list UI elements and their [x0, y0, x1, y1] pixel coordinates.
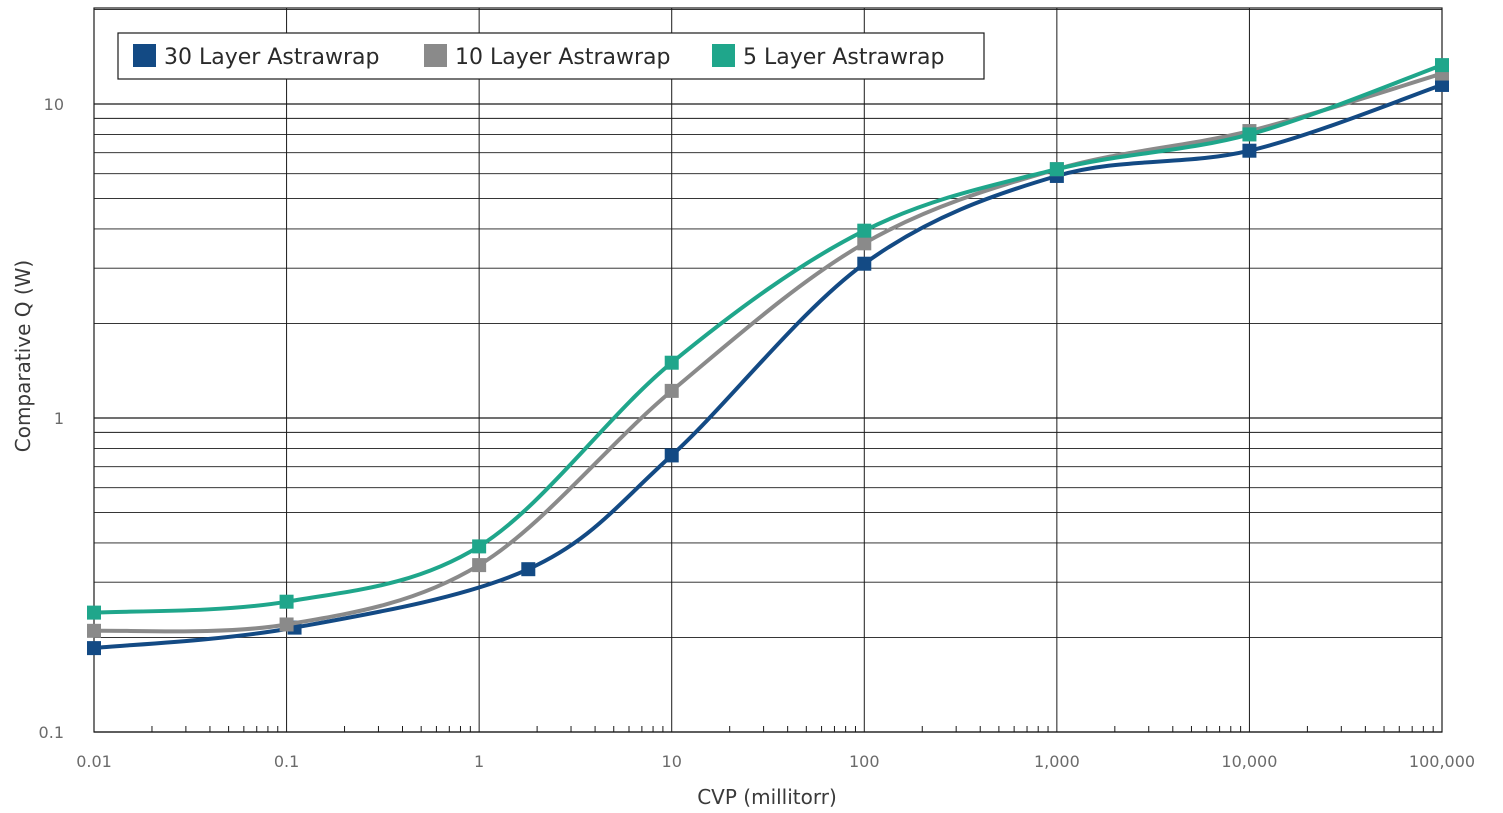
x-tick-label: 100,000: [1409, 752, 1475, 771]
data-point: [664, 448, 679, 463]
series-line: [92, 63, 1444, 615]
legend: 30 Layer Astrawrap 10 Layer Astrawrap 5 …: [117, 32, 985, 80]
data-point: [857, 236, 872, 251]
data-point: [857, 223, 872, 238]
legend-swatch-30-layer: [133, 44, 156, 67]
data-point: [87, 623, 101, 638]
data-point: [1242, 127, 1257, 142]
legend-swatch-5-layer: [712, 44, 735, 67]
y-tick-label: 1: [54, 409, 64, 428]
data-point: [87, 605, 101, 620]
x-axis-title: CVP (millitorr): [697, 785, 837, 809]
legend-label-30-layer: 30 Layer Astrawrap: [164, 45, 379, 70]
x-tick-label: 100: [849, 752, 880, 771]
y-tick-label: 0.1: [39, 723, 64, 742]
data-point: [1435, 77, 1449, 92]
data-point: [857, 256, 872, 271]
series-line: [92, 71, 1444, 634]
series-2: [87, 58, 1449, 620]
x-tick-label: 1,000: [1034, 752, 1080, 771]
legend-box: [117, 32, 985, 80]
x-tick-label: 0.1: [274, 752, 299, 771]
series-0: [87, 77, 1449, 656]
x-tick-label: 10: [662, 752, 682, 771]
data-point: [472, 539, 487, 554]
x-tick-label: 0.01: [76, 752, 112, 771]
data-point: [1435, 58, 1449, 73]
legend-label-5-layer: 5 Layer Astrawrap: [743, 45, 944, 70]
data-point: [279, 594, 294, 609]
data-point: [279, 617, 294, 632]
data-point: [1049, 162, 1064, 177]
data-point: [521, 562, 536, 577]
legend-label-10-layer: 10 Layer Astrawrap: [455, 45, 670, 70]
y-axis-title: Comparative Q (W): [11, 260, 35, 453]
data-point: [472, 558, 487, 573]
axis-ticks: 0.01 0.1 1 10 100 1,000 10,000 100,000 0.1 1 10: [39, 95, 1476, 771]
data-series: [87, 58, 1449, 656]
x-tick-label: 1: [474, 752, 484, 771]
data-point: [664, 355, 679, 370]
data-point: [1242, 143, 1257, 158]
data-point: [664, 383, 679, 398]
y-tick-label: 10: [44, 95, 64, 114]
x-tick-label: 10,000: [1221, 752, 1277, 771]
series-line: [92, 82, 1444, 651]
grid: [93, 7, 1443, 733]
data-point: [87, 641, 101, 656]
legend-swatch-10-layer: [424, 44, 447, 67]
